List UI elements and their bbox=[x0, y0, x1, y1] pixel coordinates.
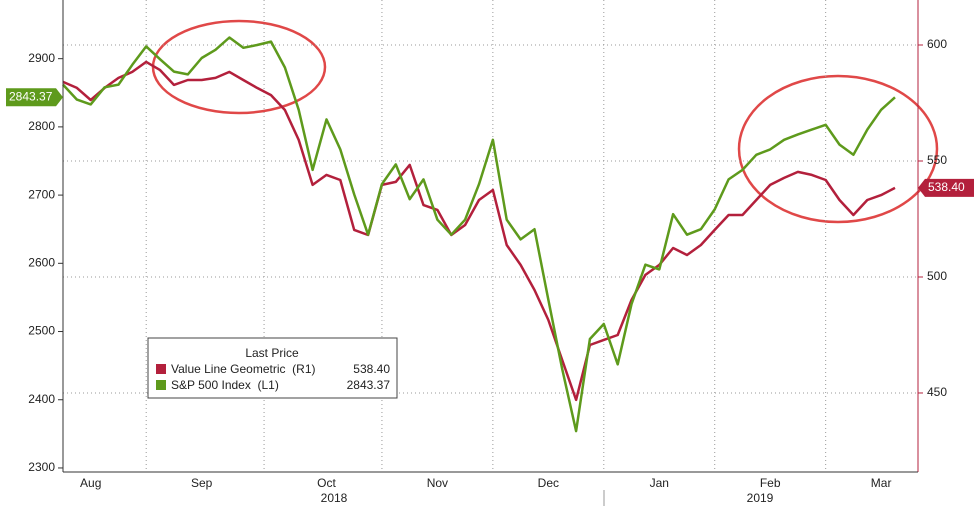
legend-label: S&P 500 Index (L1) bbox=[171, 378, 279, 392]
legend-swatch bbox=[156, 380, 166, 390]
legend-title: Last Price bbox=[245, 346, 299, 360]
y-tick-label: 2900 bbox=[28, 51, 55, 65]
y2-tick-label: 600 bbox=[927, 37, 947, 51]
legend-box bbox=[147, 337, 398, 399]
legend: Last Price Value Line Geometric (R1) 538… bbox=[147, 337, 398, 399]
y-tick-label: 2600 bbox=[28, 255, 55, 269]
y-tick-label: 2400 bbox=[28, 392, 55, 406]
legend-swatch bbox=[156, 364, 166, 374]
x-tick-label: Oct bbox=[317, 476, 336, 490]
y2-tick-label: 500 bbox=[927, 269, 947, 283]
legend-value: 2843.37 bbox=[347, 378, 391, 392]
legend-value: 538.40 bbox=[353, 362, 390, 376]
legend-label: Value Line Geometric (R1) bbox=[171, 362, 316, 376]
series-line bbox=[62, 36, 896, 433]
highlight-ellipse bbox=[737, 74, 939, 224]
x-tick-label: Nov bbox=[427, 476, 448, 490]
x-tick-label: Feb bbox=[760, 476, 781, 490]
x-tick-label: Sep bbox=[191, 476, 213, 490]
plot bbox=[62, 0, 918, 470]
last-price-label: 538.40 bbox=[928, 180, 965, 194]
x-tick-label: Dec bbox=[538, 476, 559, 490]
x-tick-label: Jan bbox=[650, 476, 669, 490]
last-price-tag bbox=[6, 88, 63, 107]
y2-tick-label: 550 bbox=[927, 153, 947, 167]
y-tick-label: 2700 bbox=[28, 187, 55, 201]
last-price-label: 2843.37 bbox=[9, 89, 53, 103]
year-label: 2018 bbox=[321, 491, 348, 505]
y-tick-label: 2800 bbox=[28, 119, 55, 133]
y2-tick-label: 450 bbox=[927, 385, 947, 399]
series-line bbox=[62, 60, 896, 402]
year-label: 2019 bbox=[747, 491, 774, 505]
y-tick-label: 2500 bbox=[28, 324, 55, 338]
y-tick-label: 2300 bbox=[28, 460, 55, 474]
x-tick-label: Aug bbox=[80, 476, 101, 490]
x-tick-label: Mar bbox=[871, 476, 892, 490]
last-price-tag bbox=[918, 178, 974, 197]
